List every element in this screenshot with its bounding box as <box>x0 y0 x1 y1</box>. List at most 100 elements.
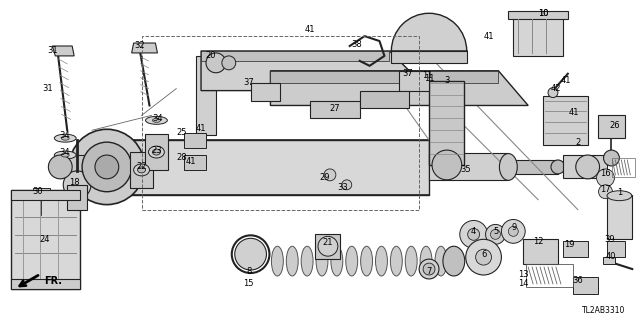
Polygon shape <box>513 16 563 56</box>
Bar <box>141 36 419 210</box>
Circle shape <box>95 155 119 179</box>
Polygon shape <box>33 188 51 200</box>
Circle shape <box>69 129 145 204</box>
Polygon shape <box>271 71 499 83</box>
Text: 27: 27 <box>330 104 340 113</box>
Text: 39: 39 <box>604 235 615 244</box>
Text: 2: 2 <box>575 138 580 147</box>
Text: 11: 11 <box>424 74 435 83</box>
Polygon shape <box>524 239 558 264</box>
Text: 9: 9 <box>511 223 517 232</box>
Text: 8: 8 <box>246 267 252 276</box>
Text: 29: 29 <box>320 173 330 182</box>
Text: 16: 16 <box>600 169 611 178</box>
Ellipse shape <box>54 151 76 159</box>
Ellipse shape <box>361 246 372 276</box>
Wedge shape <box>392 13 467 51</box>
Text: 13: 13 <box>518 269 529 278</box>
Text: 12: 12 <box>533 237 543 246</box>
Circle shape <box>466 239 501 275</box>
Circle shape <box>476 249 492 265</box>
Ellipse shape <box>551 160 565 174</box>
Ellipse shape <box>148 146 164 158</box>
Text: 24: 24 <box>39 235 50 244</box>
Text: FR.: FR. <box>44 276 63 286</box>
Polygon shape <box>508 11 568 19</box>
Ellipse shape <box>420 246 432 276</box>
Text: 19: 19 <box>564 240 575 249</box>
Ellipse shape <box>405 246 417 276</box>
Text: 30: 30 <box>32 187 43 196</box>
Text: 37: 37 <box>243 78 254 87</box>
Text: 21: 21 <box>323 238 333 247</box>
Text: 41: 41 <box>186 157 196 166</box>
Text: 20: 20 <box>205 52 216 60</box>
Ellipse shape <box>376 246 387 276</box>
Text: 14: 14 <box>518 279 529 288</box>
Text: TL2AB3310: TL2AB3310 <box>582 306 625 315</box>
Text: 18: 18 <box>69 178 79 187</box>
Circle shape <box>548 88 558 98</box>
Text: 41: 41 <box>305 25 316 34</box>
Polygon shape <box>145 134 168 170</box>
Ellipse shape <box>152 149 161 155</box>
Circle shape <box>82 142 132 192</box>
Ellipse shape <box>54 134 76 142</box>
Polygon shape <box>563 241 588 257</box>
Polygon shape <box>52 46 74 56</box>
Circle shape <box>63 171 91 199</box>
Polygon shape <box>67 185 87 210</box>
Polygon shape <box>11 190 80 289</box>
Polygon shape <box>607 195 632 239</box>
Polygon shape <box>251 83 280 100</box>
Circle shape <box>468 228 479 240</box>
Text: 25: 25 <box>176 128 186 137</box>
Circle shape <box>222 56 236 70</box>
Text: 10: 10 <box>538 9 548 18</box>
Polygon shape <box>315 234 340 259</box>
Polygon shape <box>429 153 508 180</box>
Ellipse shape <box>138 167 145 173</box>
Circle shape <box>342 180 352 190</box>
Circle shape <box>486 224 506 244</box>
Text: 23: 23 <box>151 146 162 155</box>
Ellipse shape <box>152 118 161 122</box>
Text: 37: 37 <box>402 69 413 78</box>
Polygon shape <box>573 277 598 294</box>
Text: 32: 32 <box>134 42 145 51</box>
Text: 7: 7 <box>426 267 432 276</box>
Text: 41: 41 <box>568 108 579 117</box>
Text: 40: 40 <box>605 252 616 261</box>
Ellipse shape <box>346 246 358 276</box>
Polygon shape <box>92 140 429 195</box>
Ellipse shape <box>390 246 403 276</box>
Text: 3: 3 <box>444 76 449 85</box>
Polygon shape <box>602 257 616 264</box>
Circle shape <box>460 220 488 248</box>
Ellipse shape <box>61 136 69 140</box>
Ellipse shape <box>499 154 517 180</box>
Polygon shape <box>184 133 206 148</box>
Polygon shape <box>310 100 360 118</box>
Text: 33: 33 <box>337 183 348 192</box>
Polygon shape <box>130 152 154 188</box>
Text: 35: 35 <box>460 165 471 174</box>
Text: 6: 6 <box>482 250 487 259</box>
Ellipse shape <box>419 259 439 279</box>
Text: 26: 26 <box>609 121 620 130</box>
Ellipse shape <box>423 263 435 275</box>
Circle shape <box>508 227 518 236</box>
Polygon shape <box>508 160 558 174</box>
Text: 41: 41 <box>196 124 206 133</box>
Polygon shape <box>11 190 80 200</box>
Polygon shape <box>607 241 625 257</box>
Ellipse shape <box>145 116 167 124</box>
Circle shape <box>324 169 336 181</box>
Ellipse shape <box>301 246 313 276</box>
Polygon shape <box>132 43 157 53</box>
Polygon shape <box>201 51 429 91</box>
Text: 38: 38 <box>351 39 362 49</box>
Ellipse shape <box>607 191 632 201</box>
Circle shape <box>206 53 226 73</box>
Text: 28: 28 <box>176 153 186 162</box>
